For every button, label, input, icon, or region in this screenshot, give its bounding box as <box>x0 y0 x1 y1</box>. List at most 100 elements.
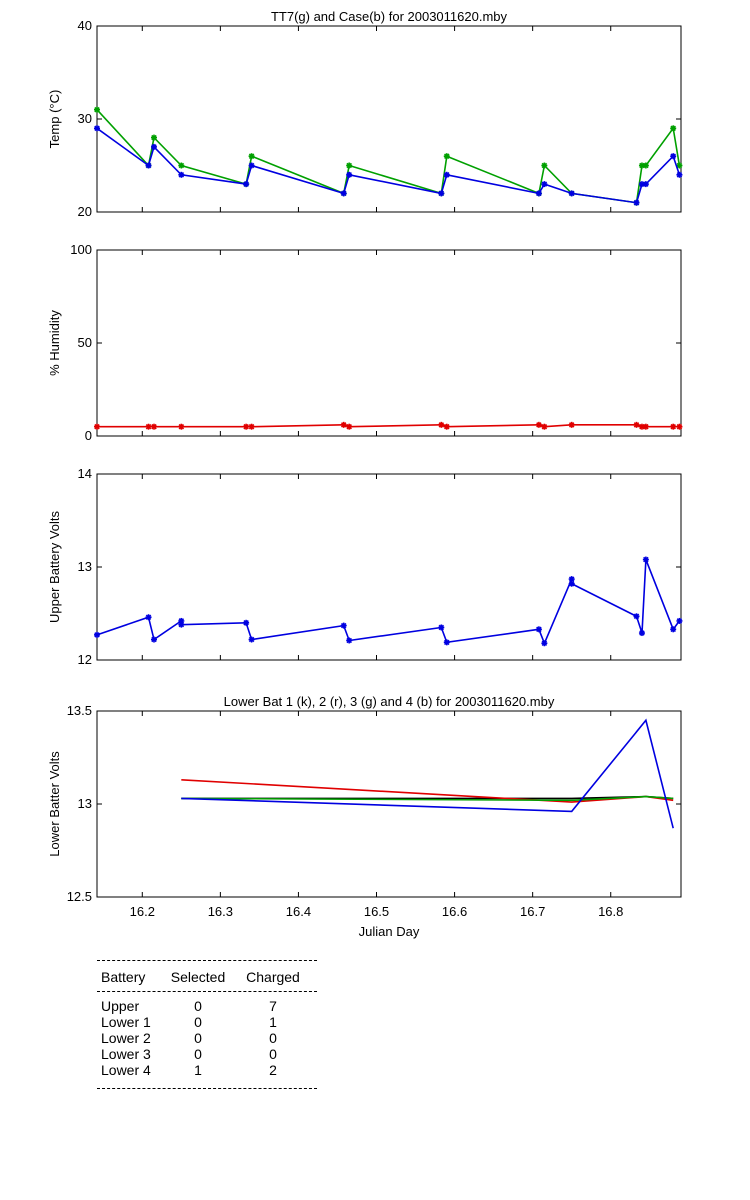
battery-name: Lower 2 <box>101 1030 151 1046</box>
header-charged: Charged <box>246 969 300 985</box>
data-point <box>145 162 152 169</box>
chart-panel-3: 12 13 14 Upper Battery Volts <box>47 466 683 667</box>
plot-frame <box>96 473 682 661</box>
data-point <box>638 630 645 637</box>
table-top-divider <box>97 960 317 961</box>
data-point <box>568 421 575 428</box>
table-header-divider <box>97 991 317 992</box>
data-point <box>243 181 250 188</box>
data-point <box>150 134 157 141</box>
x-axis-label: Julian Day <box>359 924 420 939</box>
battery-name: Lower 4 <box>101 1062 151 1078</box>
data-point <box>642 556 649 563</box>
plot-frame <box>96 249 682 437</box>
plot-frame <box>96 710 682 898</box>
data-point <box>438 190 445 197</box>
data-point <box>94 125 100 132</box>
data-point <box>178 423 185 430</box>
header-battery: Battery <box>101 969 146 985</box>
y-tick-label: 20 <box>78 204 92 219</box>
series-line-2 <box>181 779 674 803</box>
y-tick-label: 12 <box>78 652 92 667</box>
data-point <box>443 171 450 178</box>
header-selected: Selected <box>170 969 226 985</box>
battery-selected: 0 <box>194 1014 202 1030</box>
data-point <box>633 421 640 428</box>
data-point <box>340 190 347 197</box>
table-row: Upper 0 7 <box>97 998 317 1014</box>
x-tick-label: 16.6 <box>442 904 467 919</box>
data-point <box>178 162 185 169</box>
data-point <box>150 423 157 430</box>
battery-name: Lower 3 <box>101 1046 151 1062</box>
data-point <box>535 626 542 633</box>
x-tick-label: 16.7 <box>520 904 545 919</box>
plot-frame <box>96 25 682 213</box>
series-line-1 <box>96 109 681 204</box>
data-point <box>541 181 548 188</box>
data-point <box>642 162 649 169</box>
series-line-2 <box>96 127 681 204</box>
y-axis-label: Temp (°C) <box>47 90 62 149</box>
data-point <box>633 199 640 206</box>
x-tick-label: 16.3 <box>208 904 233 919</box>
series-line-3 <box>181 795 674 802</box>
x-tick-label: 16.5 <box>364 904 389 919</box>
battery-name: Upper <box>101 998 140 1014</box>
battery-selected: 1 <box>194 1062 202 1078</box>
chart-title: TT7(g) and Case(b) for 2003011620.mby <box>271 9 508 24</box>
data-point <box>642 423 649 430</box>
data-point <box>248 153 255 160</box>
data-point <box>535 421 542 428</box>
data-point <box>150 636 157 643</box>
data-point <box>438 624 445 631</box>
y-tick-label: 100 <box>70 242 92 257</box>
data-point <box>676 423 683 430</box>
data-point <box>178 621 185 628</box>
table-header-row: Battery Selected Charged <box>97 963 317 991</box>
data-point <box>243 619 250 626</box>
data-point <box>94 106 100 113</box>
data-point <box>94 423 100 430</box>
series-line-4 <box>181 718 674 829</box>
y-tick-label: 40 <box>78 18 92 33</box>
table-row: Lower 3 0 0 <box>97 1046 317 1062</box>
data-point <box>670 626 677 633</box>
data-point <box>541 162 548 169</box>
battery-charged: 0 <box>269 1046 277 1062</box>
table-row: Lower 2 0 0 <box>97 1030 317 1046</box>
chart-panel-2: 0 50 100 % Humidity <box>47 242 683 443</box>
data-point <box>340 622 347 629</box>
chart-panel-1: TT7(g) and Case(b) for 2003011620.mby 20 3… <box>47 9 683 219</box>
y-axis-label: Upper Battery Volts <box>47 511 62 623</box>
battery-charged: 2 <box>269 1062 277 1078</box>
chart-panel-4: Lower Bat 1 (k), 2 (r), 3 (g) and 4 (b) … <box>47 694 682 939</box>
battery-charged: 7 <box>269 998 277 1014</box>
data-point <box>438 421 445 428</box>
battery-charged: 1 <box>269 1014 277 1030</box>
y-tick-label: 13.5 <box>67 703 92 718</box>
data-point <box>568 190 575 197</box>
data-point <box>248 636 255 643</box>
data-point <box>346 171 353 178</box>
y-tick-label: 13 <box>78 796 92 811</box>
y-axis-label: Lower Batter Volts <box>47 751 62 857</box>
y-axis-label: % Humidity <box>47 310 62 376</box>
data-point <box>340 421 347 428</box>
data-point <box>443 423 450 430</box>
data-point <box>633 613 640 620</box>
table-bottom-divider <box>97 1088 317 1089</box>
data-point <box>94 631 100 638</box>
battery-selected: 0 <box>194 1046 202 1062</box>
series-line-1 <box>96 559 681 646</box>
battery-selected: 0 <box>194 998 202 1014</box>
data-point <box>248 162 255 169</box>
data-point <box>346 637 353 644</box>
data-point <box>248 423 255 430</box>
battery-status-table: Battery Selected Charged Upper 0 7 Lower… <box>97 960 317 1089</box>
data-point <box>670 423 677 430</box>
data-point <box>150 143 157 150</box>
data-point <box>541 640 548 647</box>
data-point <box>145 614 152 621</box>
